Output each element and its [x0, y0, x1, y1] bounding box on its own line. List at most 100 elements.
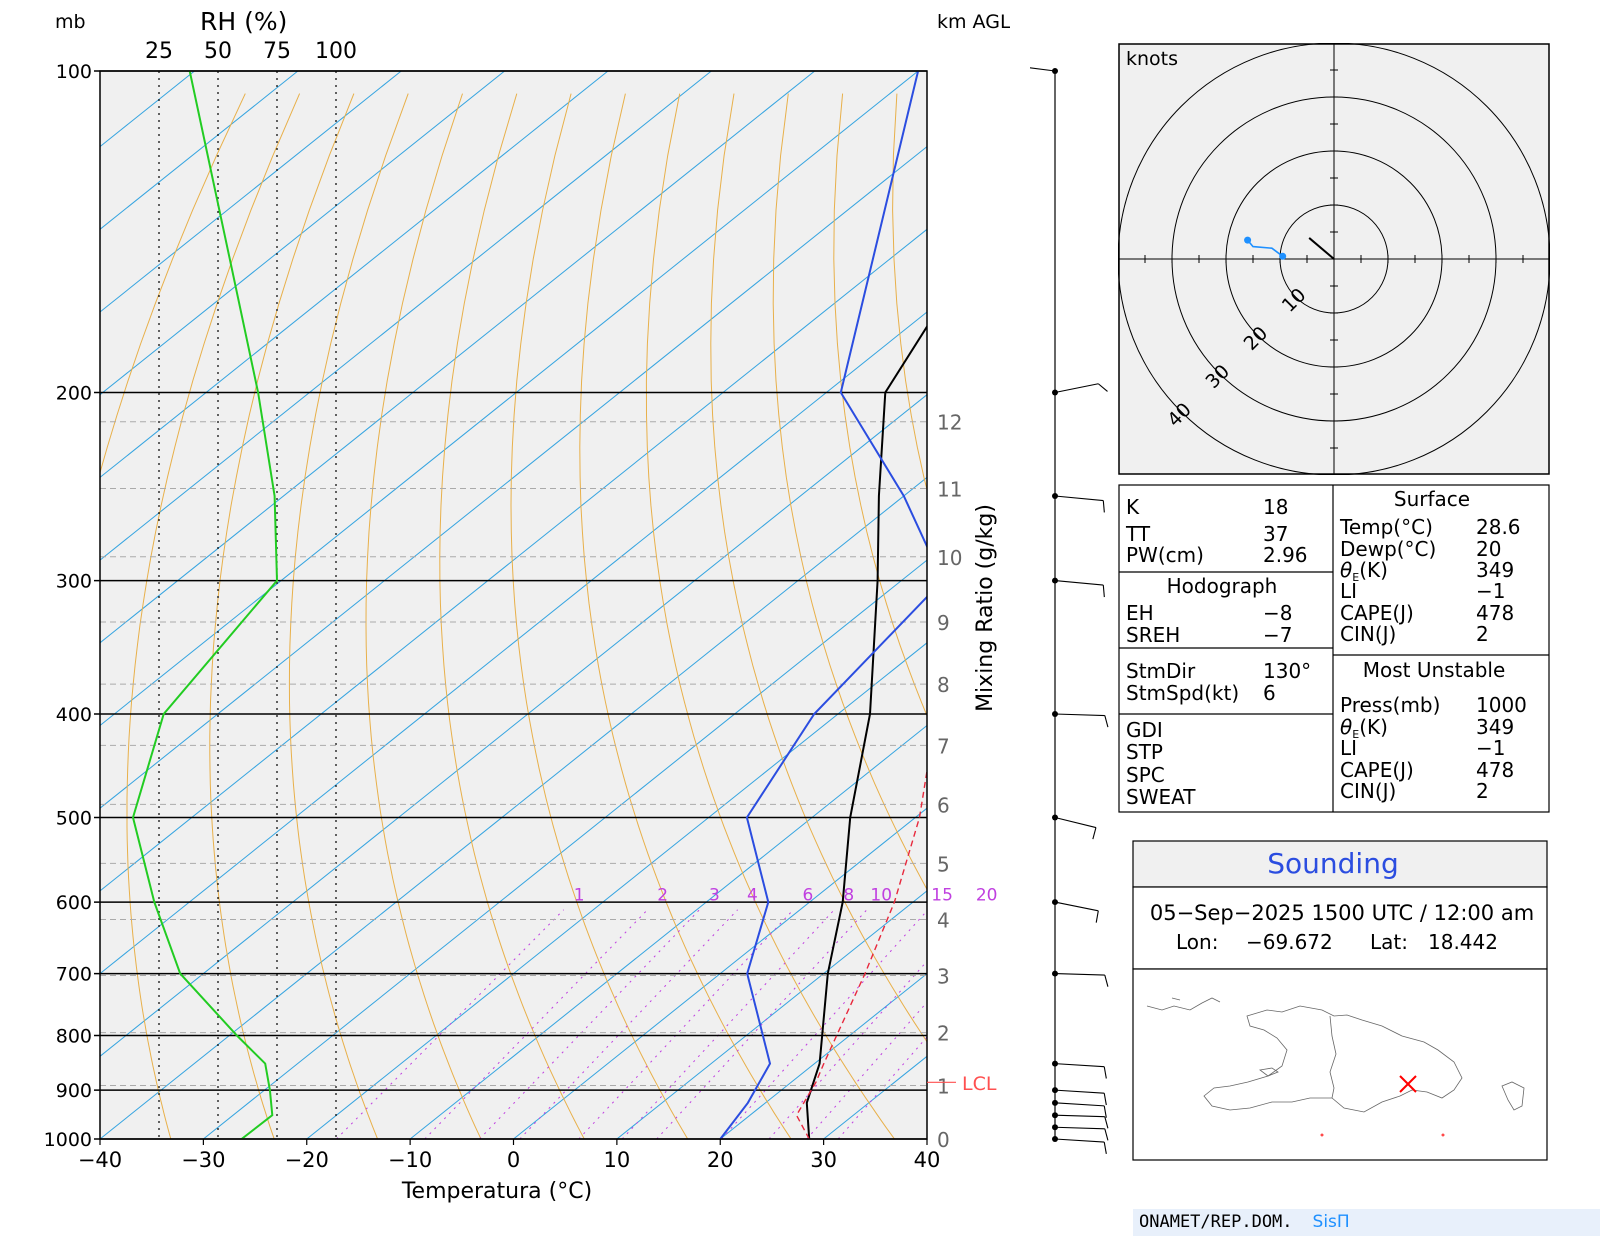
mixing-ratio-tick-label: 4	[747, 885, 758, 905]
isotherm-line	[100, 476, 927, 1139]
pressure-tick-label: 1000	[44, 1129, 92, 1151]
mu-thetae-unit: (K)	[1359, 715, 1388, 739]
x-tick-label: 40	[914, 1148, 941, 1172]
km-tick-label: 12	[937, 411, 962, 435]
plot-background	[100, 71, 927, 1139]
surface-li-label: LI	[1340, 579, 1357, 603]
wind-barb-flag	[1103, 1093, 1107, 1106]
dry-adiabat-line	[645, 93, 896, 1139]
x-tick-label: −20	[285, 1148, 329, 1172]
km-axis-label: km AGL	[937, 11, 1010, 33]
isotherm-line	[100, 71, 609, 479]
wind-barb-staff	[1054, 495, 1104, 502]
surface-title: Surface	[1394, 487, 1470, 511]
wind-barb-flag	[1102, 500, 1105, 513]
x-tick-label: −30	[181, 1148, 225, 1172]
hodograph-point	[1244, 236, 1252, 244]
lcl-label: LCL	[962, 1073, 997, 1095]
wind-barb-flag	[1103, 1141, 1107, 1154]
km-tick-label: 0	[937, 1128, 950, 1152]
surface-thetae-sub: E	[1352, 571, 1359, 584]
border-line	[1329, 1015, 1337, 1099]
dry-adiabat-line	[288, 93, 409, 1139]
mu-press-value: 1000	[1476, 693, 1527, 717]
km-tick-label: 4	[937, 909, 950, 933]
isotherms	[100, 71, 927, 1139]
isotherm-line	[100, 71, 816, 644]
hodograph-trace-line	[1246, 239, 1284, 257]
mu-thetae-sub: E	[1352, 728, 1359, 741]
eh-value: −8	[1263, 601, 1292, 625]
wind-barb-staff	[1054, 973, 1105, 976]
wind-barb-staff	[1054, 1114, 1105, 1118]
isotherm-line	[100, 145, 927, 809]
km-tick-label: 2	[937, 1022, 950, 1046]
mixing-ratio-tick-label: 8	[843, 885, 854, 905]
isotherm-line	[100, 311, 927, 975]
sounding-title: Sounding	[1267, 847, 1398, 880]
wind-barb-staff	[1054, 816, 1097, 829]
wind-barb-flag	[1104, 1116, 1109, 1129]
dry-adiabat-line	[772, 93, 927, 891]
storm-motion-vector	[1308, 237, 1335, 260]
mu-cape-value: 478	[1476, 758, 1514, 782]
wind-barb-flag	[1103, 1105, 1107, 1118]
km-tick-label: 3	[937, 965, 950, 989]
surface-dewp-label: Dewp(°C)	[1340, 537, 1436, 561]
dry-adiabat-line	[439, 93, 585, 1139]
km-tick-label: 11	[937, 478, 962, 502]
tt-value: 37	[1263, 522, 1288, 546]
mixing-ratio-tick-label: 3	[709, 885, 720, 905]
rh-profile	[131, 71, 279, 1139]
mixing-ratio-tick-label: 15	[931, 885, 953, 905]
sounding-info-panel: Sounding 05−Sep−2025 1500 UTC / 12:00 am…	[1132, 840, 1548, 1161]
km-tick-label: 7	[937, 734, 950, 758]
isotherm-line	[203, 559, 927, 1139]
mu-thetae-value: 349	[1476, 715, 1514, 739]
stmspd-value: 6	[1263, 681, 1276, 705]
km-gridlines	[100, 421, 927, 1086]
k-label: K	[1126, 495, 1140, 519]
sounding-lon-value: −69.672	[1246, 930, 1333, 954]
indices-table: K 18 TT 37 PW(cm) 2.96 Hodograph EH −8 S…	[1118, 484, 1550, 813]
x-tick-label: −10	[388, 1148, 432, 1172]
mixing-ratio-tick-label: 1	[574, 885, 585, 905]
wind-barb-flag	[1092, 827, 1097, 840]
wind-barb-staff	[1054, 901, 1099, 912]
mu-li-label: LI	[1340, 736, 1357, 760]
dry-adiabat-line	[833, 93, 927, 717]
isotherm-line	[306, 642, 927, 1139]
mixing-ratio-line	[721, 910, 927, 1139]
hodograph-trace	[1244, 233, 1335, 260]
mixing-ratio-line	[806, 1001, 927, 1139]
surface-li-value: −1	[1476, 579, 1505, 603]
mixing-ratio-tick-label: 10	[870, 885, 892, 905]
wind-barb-staff	[1030, 67, 1056, 72]
dewpoint-profile	[719, 71, 927, 1139]
gdi-label: GDI	[1126, 718, 1163, 742]
rh-axis-label: RH (%)	[200, 7, 287, 36]
rh-tick-label: 25	[145, 39, 173, 64]
mixing-ratio-axis-label: Mixing Ratio (g/kg)	[973, 504, 998, 712]
km-tick-label: 10	[937, 546, 962, 570]
sounding-profiles	[131, 71, 927, 1139]
km-axis-label-text: km AGL	[937, 11, 1010, 33]
small-island-b	[1441, 1133, 1445, 1137]
pressure-tick-label: 400	[56, 704, 92, 726]
x-tick-label: 20	[707, 1148, 734, 1172]
mixing-ratio-line	[837, 1036, 927, 1139]
hodograph-section-title: Hodograph	[1167, 574, 1278, 598]
wind-barb-staff	[1054, 1126, 1105, 1130]
wind-barb-staff	[1054, 383, 1099, 394]
dry-adiabat-line	[510, 93, 689, 1139]
dry-adiabat-line	[365, 93, 482, 1139]
km-tick-label: 8	[937, 673, 950, 697]
mu-cin-label: CIN(J)	[1340, 779, 1396, 803]
pressure-tick-label: 800	[56, 1026, 92, 1048]
pressure-tick-label: 600	[56, 892, 92, 914]
surface-temp-label: Temp(°C)	[1339, 515, 1433, 539]
sounding-lon-label: Lon:	[1176, 930, 1218, 954]
pressure-tick-label: 900	[56, 1080, 92, 1102]
mixing-ratio-tick-label: 20	[976, 885, 998, 905]
